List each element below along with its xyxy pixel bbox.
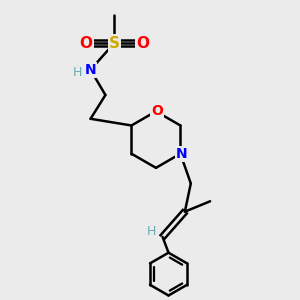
Text: O: O	[152, 104, 164, 118]
Text: N: N	[176, 147, 188, 161]
Text: O: O	[136, 35, 149, 50]
Text: N: N	[85, 63, 96, 77]
Text: O: O	[80, 35, 93, 50]
Text: H: H	[147, 225, 156, 238]
Text: S: S	[109, 35, 120, 50]
Text: H: H	[73, 66, 82, 79]
